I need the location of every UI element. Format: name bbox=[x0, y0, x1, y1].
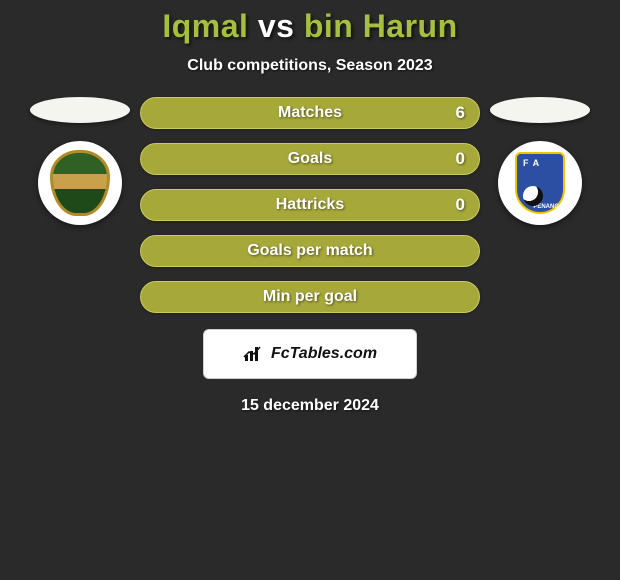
comparison-main: Matches 6 Goals 0 Hattricks 0 Goals per … bbox=[0, 97, 620, 313]
stat-value: 0 bbox=[456, 149, 465, 169]
page-title: Iqmal vs bin Harun bbox=[162, 8, 457, 45]
bar-chart-icon bbox=[243, 345, 265, 363]
player-right-name: bin Harun bbox=[304, 8, 458, 44]
player-left-name: Iqmal bbox=[162, 8, 248, 44]
stat-label: Goals bbox=[288, 150, 332, 168]
crest-text-bottom: PENANG bbox=[533, 204, 559, 210]
comparison-card: Iqmal vs bin Harun Club competitions, Se… bbox=[0, 0, 620, 415]
stat-label: Hattricks bbox=[276, 196, 344, 214]
left-player-slot bbox=[30, 97, 130, 123]
shield-icon bbox=[50, 150, 110, 216]
left-team-crest bbox=[38, 141, 122, 225]
stat-value: 6 bbox=[456, 103, 465, 123]
right-player-slot bbox=[490, 97, 590, 123]
stat-bar-hattricks: Hattricks 0 bbox=[140, 189, 480, 221]
right-team-crest: F A PENANG bbox=[498, 141, 582, 225]
stat-bar-matches: Matches 6 bbox=[140, 97, 480, 129]
crest-text-top: F A bbox=[523, 158, 540, 168]
title-vs: vs bbox=[248, 8, 303, 44]
stat-bars: Matches 6 Goals 0 Hattricks 0 Goals per … bbox=[140, 97, 480, 313]
stat-bar-goals: Goals 0 bbox=[140, 143, 480, 175]
stat-label: Min per goal bbox=[263, 288, 357, 306]
stat-bar-goals-per-match: Goals per match bbox=[140, 235, 480, 267]
right-side: F A PENANG bbox=[480, 97, 600, 225]
brand-text: FcTables.com bbox=[271, 345, 377, 363]
subtitle: Club competitions, Season 2023 bbox=[187, 57, 432, 75]
stat-label: Matches bbox=[278, 104, 342, 122]
stat-label: Goals per match bbox=[247, 242, 372, 260]
left-side bbox=[20, 97, 140, 225]
footer-date: 15 december 2024 bbox=[241, 397, 379, 415]
shield-icon: F A PENANG bbox=[515, 152, 565, 214]
stat-bar-min-per-goal: Min per goal bbox=[140, 281, 480, 313]
brand-box[interactable]: FcTables.com bbox=[203, 329, 417, 379]
stat-value: 0 bbox=[456, 195, 465, 215]
